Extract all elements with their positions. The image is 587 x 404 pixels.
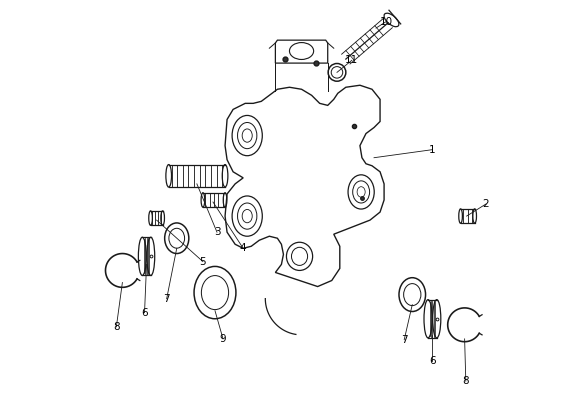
Text: 1: 1 xyxy=(429,145,436,155)
Text: 7: 7 xyxy=(163,294,170,304)
Text: 10: 10 xyxy=(380,17,393,27)
Text: 6: 6 xyxy=(141,308,148,318)
Text: 5: 5 xyxy=(200,257,206,267)
Text: 4: 4 xyxy=(240,243,247,253)
Text: 9: 9 xyxy=(220,334,227,344)
Text: 8: 8 xyxy=(463,376,469,386)
Text: 8: 8 xyxy=(113,322,120,332)
Text: 7: 7 xyxy=(401,335,407,345)
Text: 2: 2 xyxy=(483,199,489,209)
Text: 6: 6 xyxy=(429,356,436,366)
Text: 11: 11 xyxy=(345,55,359,65)
Text: 3: 3 xyxy=(214,227,220,237)
